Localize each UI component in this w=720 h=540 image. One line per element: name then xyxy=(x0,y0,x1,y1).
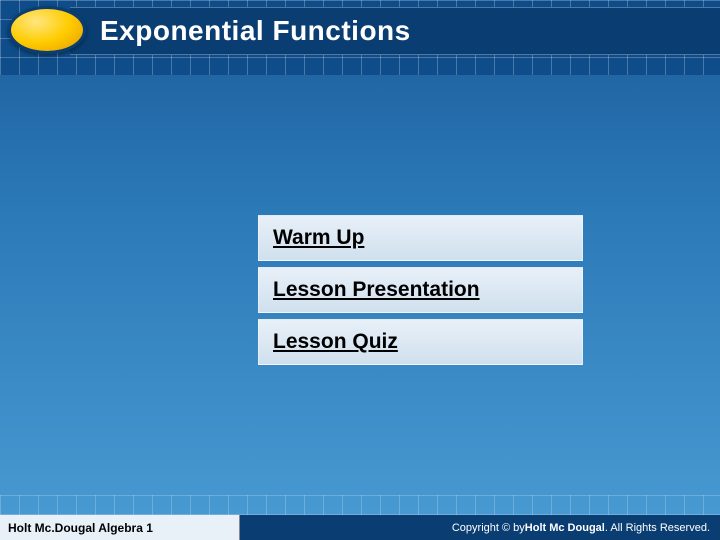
slide-title: Exponential Functions xyxy=(70,15,411,47)
footer-bar: Holt Mc.Dougal Algebra 1 Copyright © by … xyxy=(0,515,720,540)
copyright-company: Holt Mc Dougal xyxy=(525,522,605,534)
menu-link-label: Warm Up xyxy=(273,226,364,250)
title-bar: Exponential Functions xyxy=(70,7,720,55)
menu-item-lesson-presentation[interactable]: Lesson Presentation xyxy=(258,267,583,313)
menu-link-label: Lesson Quiz xyxy=(273,330,398,354)
footer-copyright: Copyright © by Holt Mc Dougal . All Righ… xyxy=(240,515,720,540)
grid-background-mid xyxy=(0,495,720,515)
logo-ellipse-icon xyxy=(8,6,86,54)
menu-item-warm-up[interactable]: Warm Up xyxy=(258,215,583,261)
footer-book-title: Holt Mc.Dougal Algebra 1 xyxy=(0,515,240,540)
copyright-suffix: . All Rights Reserved. xyxy=(605,522,710,534)
copyright-prefix: Copyright © by xyxy=(452,522,525,534)
menu-item-lesson-quiz[interactable]: Lesson Quiz xyxy=(258,319,583,365)
menu-link-label: Lesson Presentation xyxy=(273,278,480,302)
slide-container: Exponential Functions Warm Up Lesson Pre… xyxy=(0,0,720,540)
